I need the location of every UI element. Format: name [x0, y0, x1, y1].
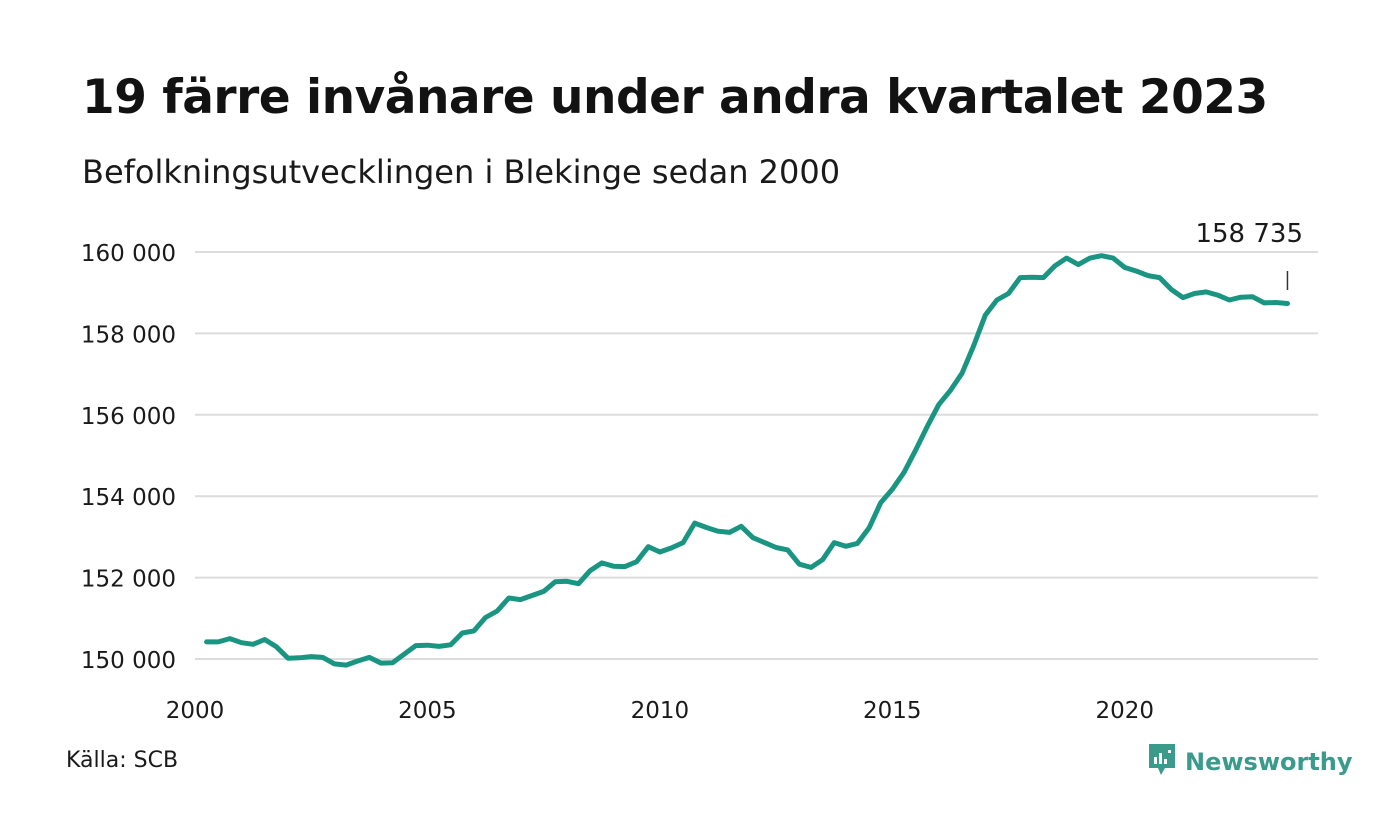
y-tick-label: 152 000	[81, 567, 176, 593]
chart-subtitle: Befolkningsutvecklingen i Blekinge sedan…	[82, 153, 841, 191]
x-tick-label: 2010	[631, 698, 690, 724]
y-tick-label: 150 000	[81, 648, 176, 674]
x-axis-tick-labels: 2000 2005 2010 2015 2020	[166, 698, 1154, 724]
y-tick-label: 154 000	[81, 485, 176, 511]
y-axis-tick-labels: 150 000 152 000 154 000 156 000 158 000 160 0…	[81, 241, 176, 674]
source-note: Källa: SCB	[66, 748, 179, 773]
x-tick-label: 2020	[1095, 698, 1154, 724]
last-value-label: 158 735	[1195, 219, 1303, 249]
y-tick-label: 158 000	[81, 322, 176, 348]
newsworthy-logo[interactable]: Newsworthy	[1147, 742, 1353, 782]
last-value-annotation: 158 735	[1195, 219, 1303, 290]
gridlines	[195, 251, 1318, 660]
x-tick-label: 2005	[398, 698, 457, 724]
x-tick-label: 2015	[863, 698, 922, 724]
y-tick-label: 156 000	[81, 404, 176, 430]
y-tick-label: 160 000	[81, 241, 176, 267]
brand-name: Newsworthy	[1185, 748, 1353, 776]
x-tick-label: 2000	[166, 698, 225, 724]
newsworthy-logo-icon	[1147, 742, 1177, 782]
series-population	[204, 253, 1290, 668]
chart-title: 19 färre invånare under andra kvartalet …	[82, 70, 1268, 125]
series-line	[204, 253, 1290, 668]
